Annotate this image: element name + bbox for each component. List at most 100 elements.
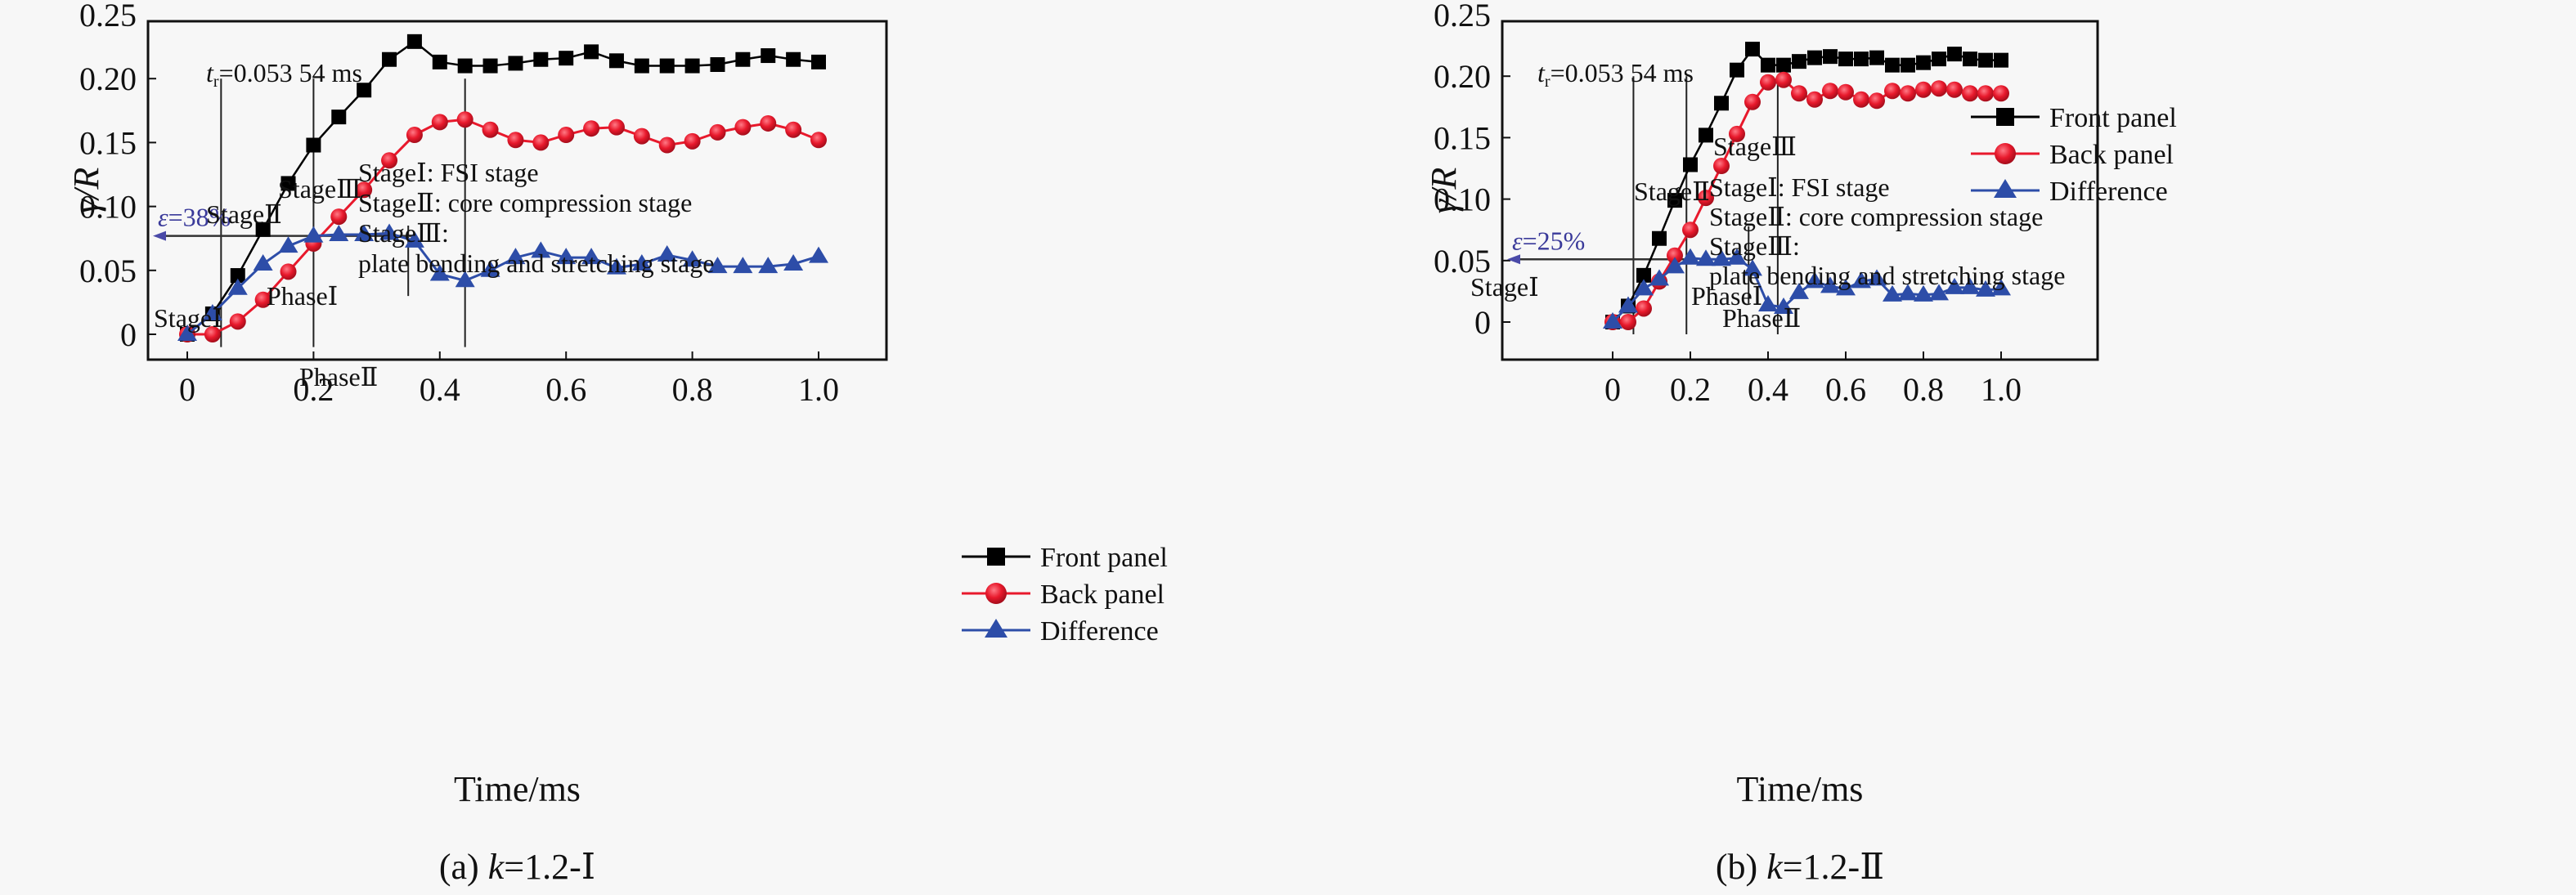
back-panel-point [1667, 247, 1683, 264]
front-panel-point [432, 54, 447, 69]
difference-point [278, 236, 298, 253]
front-panel-point [1823, 49, 1838, 65]
back-panel-point [381, 152, 398, 169]
front-panel-point [1699, 128, 1713, 143]
difference-point [1696, 249, 1716, 266]
x-tick-label: 0.6 [545, 371, 586, 408]
tr-annotation: tr=0.053 54 ms [206, 58, 362, 91]
difference-point [682, 250, 702, 267]
stage-note: plate bending and stretching stage [358, 248, 714, 278]
back-panel-point [1698, 190, 1714, 207]
back-panel-point [1838, 83, 1854, 101]
difference-point [1805, 271, 1824, 289]
difference-point [1836, 279, 1856, 296]
difference-point [1851, 271, 1871, 289]
tr-symbol: t [1537, 58, 1546, 87]
legend-label: Front panel [2049, 103, 2177, 133]
difference-point [1960, 277, 1980, 294]
front-panel-point [1978, 52, 1993, 68]
front-panel-point [306, 137, 321, 153]
front-panel-point [608, 53, 624, 69]
back-panel-point [1884, 83, 1901, 100]
front-panel-point [1652, 230, 1667, 246]
front-panel-point [1963, 51, 1977, 67]
difference-point [202, 303, 222, 320]
front-panel-point [1730, 62, 1744, 78]
figure-caption: (a) k=1.2-Ⅰ [439, 847, 595, 887]
difference-point [455, 271, 475, 288]
difference-point [1774, 297, 1793, 314]
front-panel-point [786, 51, 801, 67]
tr-subscript: r [1545, 73, 1551, 91]
stage-note: StageⅠ: FSI stage [358, 158, 539, 187]
x-tick-label: 0.4 [1748, 371, 1788, 408]
difference-point [581, 248, 602, 265]
difference-point [1712, 249, 1731, 266]
front-panel-point [406, 34, 422, 49]
legend: Front panel Back panel Difference [1971, 103, 2177, 207]
difference-point [1867, 269, 1887, 286]
y-tick-label: 0 [1474, 304, 1491, 341]
difference-point [1618, 296, 1638, 313]
difference-point [1758, 294, 1778, 311]
stage-1-label: StageⅠ [154, 303, 222, 333]
difference-point [1649, 269, 1669, 286]
front-panel-point [1838, 51, 1853, 67]
y-tick-label: 0.15 [1434, 119, 1491, 156]
y-tick-label: 0.15 [79, 124, 137, 161]
back-panel-point [1744, 93, 1761, 110]
back-panel-point [1869, 92, 1885, 110]
difference-point [1820, 276, 1840, 293]
difference-point [1634, 279, 1654, 296]
difference-point [809, 246, 828, 263]
epsilon-value: =25% [1523, 226, 1586, 255]
difference-point [480, 260, 500, 277]
difference-point [404, 230, 424, 248]
back-panel-point [684, 132, 701, 150]
back-panel-point [1900, 85, 1916, 102]
front-panel-point [1714, 96, 1729, 111]
front-panel-point [1683, 157, 1698, 172]
front-panel-point [659, 58, 675, 74]
back-panel-point [330, 208, 348, 226]
chart-panel-a: 0 0.05 0.10 0.15 0.20 0.25 0 0.2 0.4 0.6 0.8 1.0 γ/R… [66, 0, 1168, 887]
front-panel-point [255, 222, 271, 237]
phase-1-label: PhaseⅠ [267, 281, 338, 311]
epsilon-arrowhead [153, 230, 166, 241]
front-panel-point [382, 51, 397, 67]
back-panel-point [608, 119, 625, 136]
tr-subscript: r [213, 73, 219, 91]
back-panel-point [1729, 125, 1745, 142]
difference-point [556, 248, 577, 265]
y-tick-label: 0.25 [1434, 0, 1491, 34]
legend-label: Back panel [2049, 140, 2174, 170]
front-panel-point [761, 48, 776, 64]
epsilon-label: ε=38% [158, 203, 231, 232]
difference-point [1665, 257, 1685, 274]
legend-square-icon [987, 548, 1005, 566]
difference-point [657, 245, 677, 262]
epsilon-value: =38% [168, 203, 231, 232]
front-panel-point [1901, 57, 1915, 73]
epsilon-symbol: ε [1512, 226, 1523, 255]
x-tick-label: 1.0 [798, 371, 839, 408]
x-tick-label: 0.8 [672, 371, 713, 408]
x-tick-label: 0.6 [1825, 371, 1866, 408]
plot-frame [146, 20, 888, 361]
front-panel-point [1885, 57, 1900, 73]
difference-point [329, 225, 349, 242]
front-panel-point [508, 56, 523, 71]
stage-note: StageⅠ: FSI stage [1709, 172, 1890, 202]
phase-2-label: PhaseⅡ [299, 362, 378, 392]
difference-point [1976, 280, 1995, 297]
back-panel-point [583, 120, 600, 137]
back-panel-point [1682, 222, 1699, 239]
legend-circle-icon [1995, 143, 2016, 164]
back-panel-point [658, 136, 675, 154]
tr-value: =0.053 54 ms [219, 58, 362, 87]
back-panel-point [1636, 300, 1652, 317]
stage-3-label: StageⅢ [278, 174, 361, 204]
y-tick-label: 0.25 [79, 0, 137, 34]
back-panel-point [431, 114, 448, 131]
